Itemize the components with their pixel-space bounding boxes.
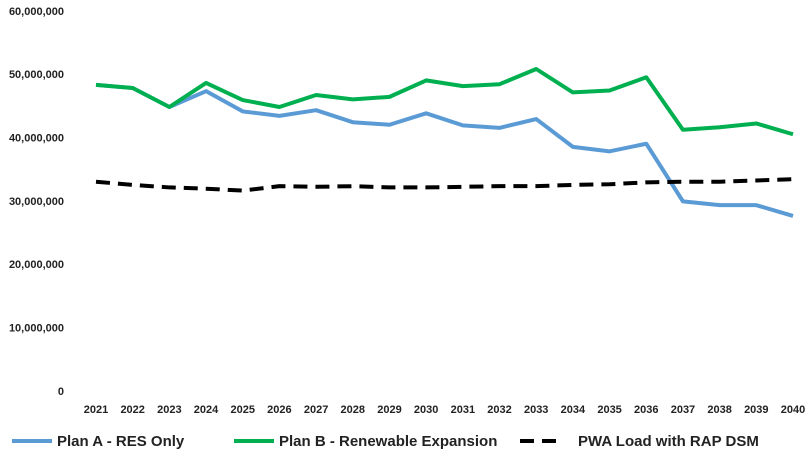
y-tick-label: 20,000,000 — [9, 259, 64, 271]
y-tick-label: 0 — [58, 386, 64, 398]
series-line — [95, 67, 794, 137]
x-tick-label: 2038 — [707, 404, 731, 416]
x-tick-label: 2028 — [341, 404, 365, 416]
legend-label: Plan B - Renewable Expansion — [279, 433, 497, 450]
x-tick-label: 2030 — [414, 404, 438, 416]
y-tick-label: 50,000,000 — [9, 69, 64, 81]
y-tick-label: 30,000,000 — [9, 196, 64, 208]
y-tick-label: 40,000,000 — [9, 133, 64, 145]
series-line — [95, 177, 794, 193]
x-tick-label: 2036 — [634, 404, 658, 416]
x-tick-label: 2029 — [377, 404, 401, 416]
legend-label: Plan A - RES Only — [57, 433, 185, 450]
x-tick-label: 2039 — [744, 404, 768, 416]
x-tick-label: 2024 — [194, 404, 219, 416]
x-tick-label: 2034 — [561, 404, 586, 416]
x-tick-label: 2035 — [597, 404, 621, 416]
series-line — [95, 82, 794, 218]
x-tick-label: 2032 — [487, 404, 511, 416]
legend-label: PWA Load with RAP DSM — [578, 433, 759, 450]
x-tick-label: 2031 — [451, 404, 475, 416]
x-tick-label: 2025 — [230, 404, 254, 416]
y-tick-label: 10,000,000 — [9, 323, 64, 335]
x-tick-label: 2026 — [267, 404, 291, 416]
x-tick-label: 2033 — [524, 404, 548, 416]
x-tick-label: 2023 — [157, 404, 181, 416]
x-tick-label: 2027 — [304, 404, 328, 416]
x-tick-label: 2021 — [84, 404, 108, 416]
x-tick-label: 2037 — [671, 404, 695, 416]
x-tick-label: 2022 — [120, 404, 144, 416]
y-tick-label: 60,000,000 — [9, 6, 64, 18]
x-tick-label: 2040 — [781, 404, 805, 416]
